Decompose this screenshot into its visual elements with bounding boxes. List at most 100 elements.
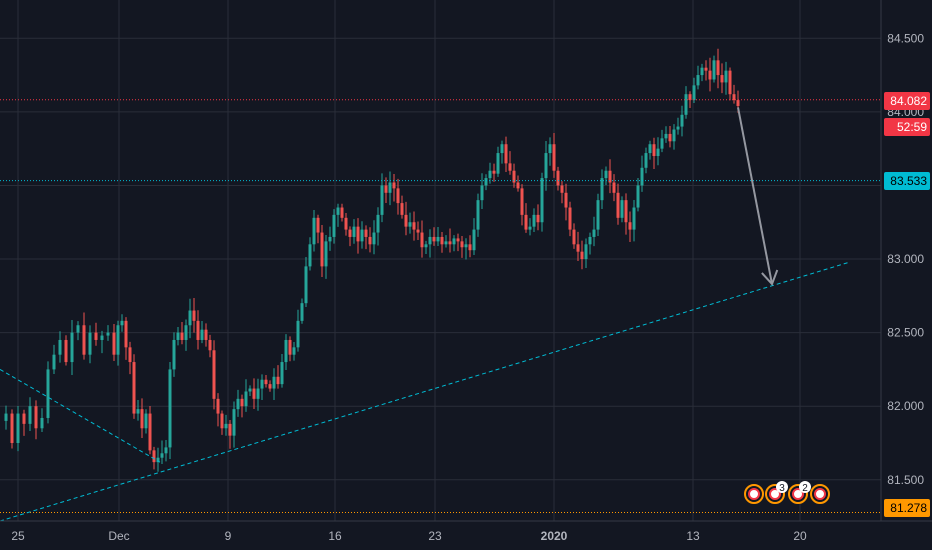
- candle-body[interactable]: [10, 413, 14, 443]
- candle-body[interactable]: [76, 325, 80, 333]
- candle-body[interactable]: [488, 170, 492, 179]
- candle-body[interactable]: [40, 417, 44, 429]
- candle-body[interactable]: [4, 413, 8, 421]
- candle-body[interactable]: [656, 148, 660, 157]
- candle-body[interactable]: [224, 423, 228, 429]
- candle-body[interactable]: [532, 214, 536, 227]
- candle-body[interactable]: [628, 222, 632, 230]
- candle-body[interactable]: [736, 100, 740, 106]
- candle-body[interactable]: [148, 413, 152, 451]
- candle-body[interactable]: [544, 153, 548, 179]
- candle-body[interactable]: [716, 60, 720, 76]
- candle-body[interactable]: [664, 133, 668, 139]
- candle-body[interactable]: [360, 229, 364, 242]
- candle-body[interactable]: [528, 226, 532, 230]
- candle-body[interactable]: [512, 170, 516, 183]
- candle-body[interactable]: [720, 75, 724, 83]
- candle-body[interactable]: [508, 163, 512, 171]
- candle-body[interactable]: [588, 236, 592, 245]
- candle-body[interactable]: [580, 251, 584, 260]
- candle-body[interactable]: [648, 144, 652, 154]
- candle-body[interactable]: [212, 350, 216, 399]
- candle-body[interactable]: [516, 182, 520, 189]
- candle-body[interactable]: [464, 244, 468, 248]
- candle-body[interactable]: [64, 339, 68, 363]
- candle-body[interactable]: [584, 244, 588, 260]
- price-axis[interactable]: [881, 0, 932, 550]
- candle-body[interactable]: [236, 398, 240, 410]
- trendline[interactable]: [0, 368, 161, 463]
- candle-body[interactable]: [560, 185, 564, 193]
- candle-body[interactable]: [492, 170, 496, 174]
- candle-body[interactable]: [412, 222, 416, 230]
- candle-body[interactable]: [572, 229, 576, 245]
- candle-body[interactable]: [676, 126, 680, 130]
- candle-body[interactable]: [228, 423, 232, 436]
- candle-body[interactable]: [684, 94, 688, 115]
- candle-body[interactable]: [232, 409, 236, 436]
- event-marker[interactable]: 2: [788, 481, 811, 504]
- projection-arrow[interactable]: [737, 107, 779, 286]
- candle-body[interactable]: [404, 214, 408, 227]
- candle-body[interactable]: [376, 214, 380, 233]
- candle-body[interactable]: [352, 226, 356, 237]
- candle-body[interactable]: [136, 409, 140, 414]
- candle-body[interactable]: [484, 178, 488, 186]
- candle-body[interactable]: [436, 236, 440, 242]
- candle-body[interactable]: [312, 217, 316, 245]
- candle-body[interactable]: [420, 232, 424, 248]
- candle-body[interactable]: [416, 229, 420, 233]
- candle-body[interactable]: [120, 320, 124, 326]
- candle-body[interactable]: [22, 413, 26, 424]
- candle-body[interactable]: [296, 320, 300, 348]
- candle-body[interactable]: [500, 144, 504, 154]
- candle-body[interactable]: [440, 236, 444, 245]
- candle-body[interactable]: [132, 362, 136, 414]
- candles[interactable]: [4, 48, 740, 472]
- candle-body[interactable]: [620, 200, 624, 218]
- candle-body[interactable]: [476, 200, 480, 230]
- candle-body[interactable]: [200, 329, 204, 340]
- candle-body[interactable]: [396, 188, 400, 204]
- candle-body[interactable]: [280, 362, 284, 385]
- candle-body[interactable]: [520, 188, 524, 215]
- candle-body[interactable]: [728, 70, 732, 95]
- candle-body[interactable]: [340, 207, 344, 218]
- candle-body[interactable]: [576, 244, 580, 252]
- candle-body[interactable]: [460, 241, 464, 248]
- candle-body[interactable]: [94, 332, 98, 340]
- candle-body[interactable]: [332, 214, 336, 237]
- candle-body[interactable]: [524, 214, 528, 230]
- candle-body[interactable]: [424, 244, 428, 248]
- candle-body[interactable]: [680, 114, 684, 127]
- candle-body[interactable]: [504, 144, 508, 164]
- event-marker[interactable]: [744, 484, 764, 504]
- candle-body[interactable]: [732, 94, 736, 101]
- candle-body[interactable]: [724, 70, 728, 83]
- candle-body[interactable]: [364, 229, 368, 237]
- arrow-shaft[interactable]: [737, 107, 773, 285]
- candle-body[interactable]: [468, 244, 472, 251]
- candle-body[interactable]: [700, 67, 704, 76]
- candle-body[interactable]: [204, 329, 208, 340]
- candle-body[interactable]: [432, 236, 436, 242]
- candle-body[interactable]: [452, 238, 456, 245]
- candle-body[interactable]: [616, 192, 620, 218]
- candle-body[interactable]: [392, 182, 396, 189]
- candle-body[interactable]: [160, 453, 164, 458]
- candle-body[interactable]: [608, 170, 612, 183]
- candle-body[interactable]: [320, 232, 324, 267]
- candle-body[interactable]: [692, 85, 696, 101]
- candle-body[interactable]: [116, 325, 120, 355]
- candle-body[interactable]: [192, 310, 196, 321]
- candle-body[interactable]: [58, 339, 62, 355]
- candle-body[interactable]: [308, 244, 312, 267]
- candle-body[interactable]: [328, 236, 332, 242]
- candle-body[interactable]: [372, 232, 376, 245]
- candle-body[interactable]: [140, 409, 144, 429]
- price-tag[interactable]: 84.082: [884, 92, 930, 110]
- candle-body[interactable]: [704, 67, 708, 71]
- candle-body[interactable]: [688, 94, 692, 101]
